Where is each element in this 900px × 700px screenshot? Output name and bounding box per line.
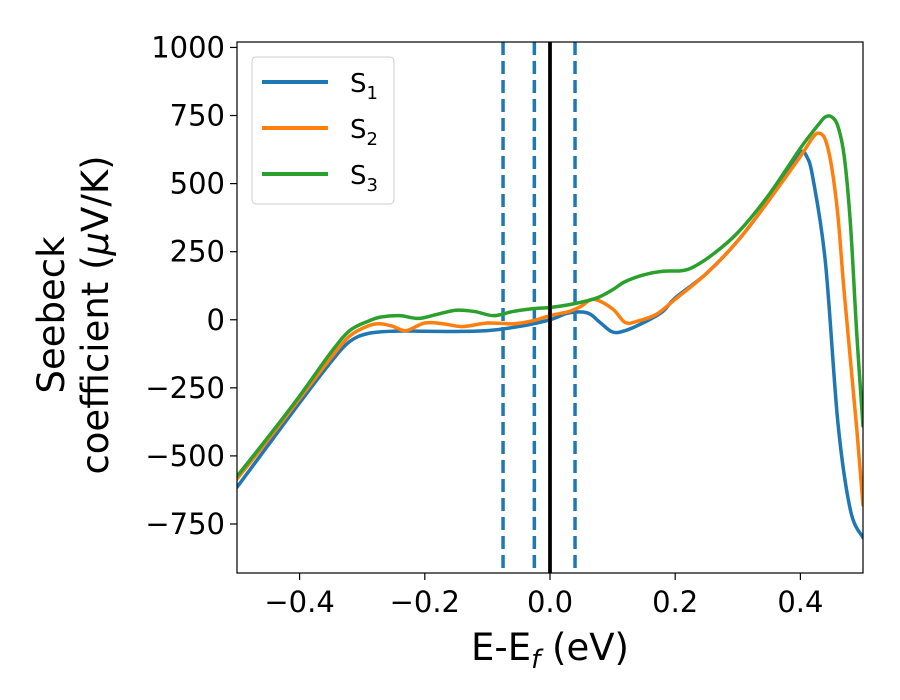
legend-label-s2: S2 [350,115,378,150]
y-axis-ticks: −750 −500 −250 0 250 500 750 1000 [145,30,237,541]
legend-label-s3: S3 [350,161,378,196]
legend-label-s1: S1 [350,69,378,104]
legend: S1 S2 S3 [251,56,395,205]
svg-text:coefficient (μV/K): coefficient (μV/K) [74,155,117,474]
x-tick-label: 0.2 [652,585,698,619]
x-tick-label: 0.0 [527,585,573,619]
x-axis-ticks: −0.4 −0.2 0.0 0.2 0.4 [264,573,823,619]
series-group [237,42,863,573]
x-tick-label: −0.2 [390,585,460,619]
x-tick-label: −0.4 [264,585,334,619]
x-axis-title: E-Ef (eV) [471,626,629,675]
series-line-s3 [237,114,863,479]
y-axis-title: Seebeck coefficient (μV/K) [30,155,117,474]
y-tick-label: 500 [170,167,225,201]
legend-box [251,56,395,205]
series-line-s1 [237,149,863,540]
y-tick-label: 250 [170,235,225,269]
x-tick-label: 0.4 [777,585,823,619]
y-tick-label: 1000 [151,30,225,64]
y-tick-label: 750 [170,99,225,133]
svg-text:Seebeck: Seebeck [30,236,73,394]
y-tick-label: 0 [207,303,225,337]
y-tick-label: −500 [145,439,225,473]
y-tick-label: −250 [145,371,225,405]
y-tick-label: −750 [145,507,225,541]
